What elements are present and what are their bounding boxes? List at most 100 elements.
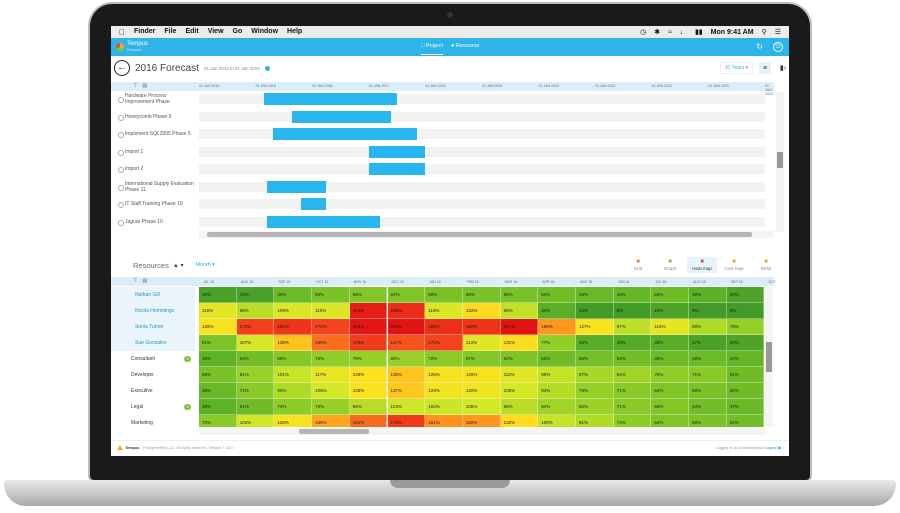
- heatmap-row[interactable]: Nicola Hemmings 115% 95% 109% 110% 194% 185% 11…: [111, 303, 765, 319]
- heatmap-cell[interactable]: 82%: [576, 399, 614, 415]
- heatmap-cell[interactable]: 72%: [425, 351, 463, 367]
- resources-menu-icon[interactable]: ▲ ▾: [172, 262, 184, 269]
- heatmap-cell[interactable]: 77%: [538, 335, 576, 351]
- gantt-row[interactable]: Import 2: [111, 162, 774, 176]
- heatmap-cell[interactable]: 60%: [689, 415, 727, 427]
- heatmap-cell[interactable]: 200%: [387, 319, 426, 335]
- gantt-task-label[interactable]: Honeycomb Phase 9: [118, 110, 195, 124]
- heatmap-cell[interactable]: 90%: [274, 383, 313, 399]
- heatmap-cell[interactable]: 105%: [312, 383, 350, 399]
- heatmap-cell[interactable]: 84%: [613, 367, 652, 383]
- heatmap-cell[interactable]: 146%: [312, 415, 350, 427]
- heatmap-row[interactable]: Legal 3 38% 51% 74% 79% 94% 103% 102% 105% 95% 84% 8…: [111, 399, 765, 415]
- heatmap-cell[interactable]: 128%: [349, 383, 388, 399]
- heatmap-cell[interactable]: 126%: [462, 367, 501, 383]
- heatmap-cell[interactable]: 87%: [576, 367, 614, 383]
- heatmap-cell[interactable]: 8%: [613, 303, 652, 319]
- heatmap-cell[interactable]: 167%: [387, 335, 426, 351]
- heatmap-cell[interactable]: 107%: [236, 335, 275, 351]
- gantt-task-label[interactable]: Import 2: [118, 162, 195, 176]
- resource-name[interactable]: Nathan Gill: [111, 287, 195, 303]
- heatmap-vertical-scrollbar[interactable]: [765, 287, 773, 427]
- power-icon[interactable]: ⏻: [773, 42, 783, 52]
- heatmap-cell[interactable]: 132%: [500, 415, 539, 427]
- heatmap-cell[interactable]: 180%: [462, 319, 501, 335]
- gantt-vscroll-thumb[interactable]: [777, 152, 783, 168]
- gantt-row[interactable]: International Supply Evaluation Phase 11: [111, 180, 774, 194]
- heatmap-row[interactable]: Developer 58% 81% 101% 117% 129% 138% 125% 126% 1…: [111, 367, 765, 383]
- menu-help[interactable]: Help: [281, 28, 302, 36]
- heatmap-cell[interactable]: 64%: [651, 415, 690, 427]
- heatmap-horizontal-scrollbar[interactable]: [199, 428, 765, 435]
- collapse-panel-button[interactable]: ▮›: [779, 65, 787, 72]
- heatmap-cell[interactable]: 104%: [236, 415, 275, 427]
- resource-name[interactable]: Sonia Turner: [111, 319, 195, 335]
- heatmap-row[interactable]: Nathan Gill 16% 18% 49% 60% 66% 64% 59% 58% 58% 54…: [111, 287, 765, 303]
- heatmap-cell[interactable]: 18%: [236, 287, 275, 303]
- view-grid-button[interactable]: ■ Grid: [623, 257, 653, 273]
- heatmap-cell[interactable]: 61%: [199, 335, 237, 351]
- gantt-horizontal-scrollbar[interactable]: [199, 231, 774, 238]
- heatmap-cell[interactable]: 44%: [726, 351, 765, 367]
- gantt-bar[interactable]: [368, 145, 426, 158]
- menu-app-name[interactable]: Finder: [128, 28, 155, 36]
- resource-name[interactable]: Nicola Hemmings: [111, 303, 195, 319]
- heatmap-cell[interactable]: 97%: [613, 319, 652, 335]
- heatmap-cell[interactable]: 71%: [236, 383, 275, 399]
- heatmap-cell[interactable]: 54%: [726, 415, 765, 427]
- heatmap-cell[interactable]: 53%: [613, 351, 652, 367]
- group-count-badge[interactable]: 3: [184, 404, 191, 410]
- heatmap-cell[interactable]: 17%: [689, 335, 727, 351]
- heatmap-hscroll-thumb[interactable]: [299, 429, 369, 434]
- menu-clock[interactable]: Mon 9:41 AM: [710, 28, 754, 36]
- heatmap-cell[interactable]: 123%: [425, 383, 463, 399]
- heatmap-cell[interactable]: 131%: [500, 335, 539, 351]
- heatmap-cell[interactable]: 10%: [576, 303, 614, 319]
- gantt-task-label[interactable]: International Supply Evaluation Phase 11: [118, 180, 194, 193]
- nav-resource[interactable]: ● Resource: [451, 43, 479, 55]
- heatmap-cell[interactable]: 64%: [651, 383, 690, 399]
- nav-project[interactable]: □ Project: [421, 43, 443, 55]
- heatmap-cell[interactable]: 95%: [500, 399, 539, 415]
- gantt-task-label[interactable]: Hardware Process Improvement Phase: [118, 92, 195, 106]
- gantt-task-label[interactable]: IT Staff Training Phase 19: [118, 197, 195, 211]
- heatmap-cell[interactable]: 115%: [199, 303, 237, 319]
- heatmap-cell[interactable]: 138%: [387, 367, 426, 383]
- heatmap-cell[interactable]: 76%: [651, 367, 690, 383]
- heatmap-cell[interactable]: 184%: [425, 319, 463, 335]
- bars-view-button[interactable]: ≡: [759, 62, 771, 74]
- heatmap-cell[interactable]: 79%: [312, 399, 350, 415]
- battery-icon[interactable]: ▮▮: [694, 29, 703, 36]
- heatmap-cell[interactable]: 50%: [651, 287, 690, 303]
- heatmap-cell[interactable]: 59%: [425, 287, 463, 303]
- heatmap-cell[interactable]: 20%: [726, 335, 765, 351]
- heatmap-cell[interactable]: 54%: [689, 399, 727, 415]
- menu-edit[interactable]: Edit: [179, 28, 198, 36]
- resource-group[interactable]: Developer: [111, 367, 195, 383]
- gantt-vertical-scrollbar[interactable]: [776, 92, 784, 232]
- heatmap-cell[interactable]: 94%: [349, 399, 388, 415]
- heatmap-cell[interactable]: 81%: [236, 367, 275, 383]
- gantt-bar[interactable]: [300, 198, 327, 210]
- heatmap-cell[interactable]: 172%: [312, 319, 350, 335]
- heatmap-row[interactable]: Sue Gonzales 61% 107% 138% 160% 176% 167% 172% 1…: [111, 335, 765, 351]
- resource-group[interactable]: Consultant 3: [111, 351, 195, 367]
- login-user[interactable]: Administrator: [741, 446, 764, 450]
- heatmap-cell[interactable]: 95%: [236, 303, 275, 319]
- heatmap-cell[interactable]: 65%: [651, 399, 690, 415]
- heatmap-cell[interactable]: 109%: [274, 303, 313, 319]
- heatmap-cell[interactable]: 127%: [576, 319, 614, 335]
- heatmap-cell[interactable]: 19%: [651, 303, 690, 319]
- gantt-tools[interactable]: ⊤▤: [133, 83, 153, 89]
- gantt-bar[interactable]: [368, 163, 426, 175]
- heatmap-cell[interactable]: 71%: [613, 399, 652, 415]
- gantt-bar[interactable]: [272, 128, 417, 140]
- gantt-task-label[interactable]: Implement SQL2005 Phase 5: [118, 127, 195, 141]
- heatmap-cell[interactable]: 178%: [387, 415, 426, 427]
- heatmap-cell[interactable]: 150%: [462, 415, 501, 427]
- heatmap-cell[interactable]: 79%: [576, 383, 614, 399]
- heatmap-cell[interactable]: 172%: [425, 335, 463, 351]
- heatmap-cell[interactable]: 66%: [349, 287, 388, 303]
- heatmap-cell[interactable]: 74%: [613, 415, 652, 427]
- heatmap-cell[interactable]: 79%: [349, 351, 388, 367]
